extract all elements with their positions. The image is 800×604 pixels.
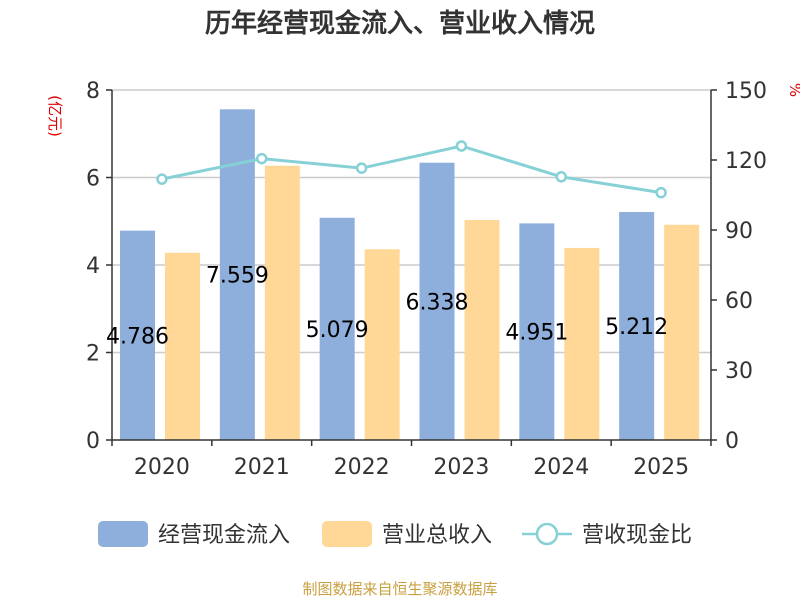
left-tick-label: 6 bbox=[86, 167, 100, 192]
bar-revenue bbox=[664, 224, 700, 440]
point-ratio bbox=[555, 171, 567, 183]
x-tick-label: 2021 bbox=[234, 455, 290, 480]
line-series-group bbox=[156, 140, 667, 199]
data-label-cash-inflow: 7.559 bbox=[206, 264, 269, 289]
bar-revenue bbox=[564, 247, 600, 440]
bar-revenue bbox=[364, 249, 400, 440]
x-tick-label: 2025 bbox=[633, 455, 689, 480]
data-labels-group: 4.786 7.559 5.079 6.338 4.951 5.212 bbox=[106, 264, 668, 350]
point-ratio bbox=[455, 140, 468, 152]
legend-marker-ratio[interactable] bbox=[535, 522, 559, 546]
legend-label-ratio[interactable]: 营收现金比 bbox=[582, 523, 692, 548]
x-tick-label: 2020 bbox=[134, 455, 190, 480]
legend-label-revenue[interactable]: 营业总收入 bbox=[382, 523, 492, 548]
point-ratio bbox=[256, 152, 268, 165]
bar-cash-inflow bbox=[419, 162, 455, 440]
source-note: 制图数据来自恒生聚源数据库 bbox=[302, 580, 497, 598]
x-tick-label: 2022 bbox=[334, 455, 390, 480]
bar-cash-inflow bbox=[619, 211, 655, 440]
legend-swatch-cash-inflow[interactable] bbox=[98, 521, 148, 547]
legend: 经营现金流入 营业总收入 营收现金比 bbox=[98, 521, 692, 548]
bar-revenue bbox=[264, 165, 300, 440]
left-axis-unit: (亿元) bbox=[46, 95, 64, 137]
data-label-cash-inflow: 6.338 bbox=[406, 290, 469, 315]
point-ratio bbox=[355, 162, 368, 174]
data-label-cash-inflow: 5.212 bbox=[605, 315, 668, 340]
grid-lines bbox=[112, 89, 711, 354]
right-tick-label: 60 bbox=[725, 289, 753, 314]
data-label-cash-inflow: 4.951 bbox=[505, 321, 568, 346]
line-ratio bbox=[161, 144, 662, 195]
right-tick-label: 150 bbox=[725, 79, 767, 104]
left-tick-label: 4 bbox=[86, 254, 100, 279]
data-label-cash-inflow: 4.786 bbox=[106, 324, 169, 349]
right-tick-label: 120 bbox=[725, 149, 767, 174]
point-ratio bbox=[655, 186, 667, 199]
x-tick-label: 2024 bbox=[533, 455, 589, 480]
bar-revenue bbox=[165, 252, 200, 440]
legend-label-cash-inflow[interactable]: 经营现金流入 bbox=[158, 523, 290, 548]
legend-swatch-revenue[interactable] bbox=[322, 521, 372, 547]
bar-cash-inflow bbox=[519, 223, 555, 440]
chart-title: 历年经营现金流入、营业收入情况 bbox=[205, 8, 595, 39]
left-tick-label: 2 bbox=[86, 342, 100, 367]
point-ratio bbox=[156, 173, 168, 185]
left-tick-label: 0 bbox=[86, 429, 100, 454]
right-tick-label: 90 bbox=[725, 219, 753, 244]
x-tick-label: 2023 bbox=[433, 455, 489, 480]
right-tick-label: 30 bbox=[725, 359, 753, 384]
axes-group: 0 2 4 6 8 0 30 60 90 120 150 2020 2021 2022 2023 2024 20… bbox=[86, 79, 767, 480]
bar-revenue bbox=[464, 219, 500, 440]
data-label-cash-inflow: 5.079 bbox=[306, 318, 369, 343]
right-axis-unit: % bbox=[786, 83, 800, 97]
left-tick-label: 8 bbox=[86, 79, 100, 104]
right-tick-label: 0 bbox=[725, 429, 739, 454]
bar-cash-inflow bbox=[120, 230, 155, 440]
bar-cash-inflow bbox=[319, 217, 355, 440]
